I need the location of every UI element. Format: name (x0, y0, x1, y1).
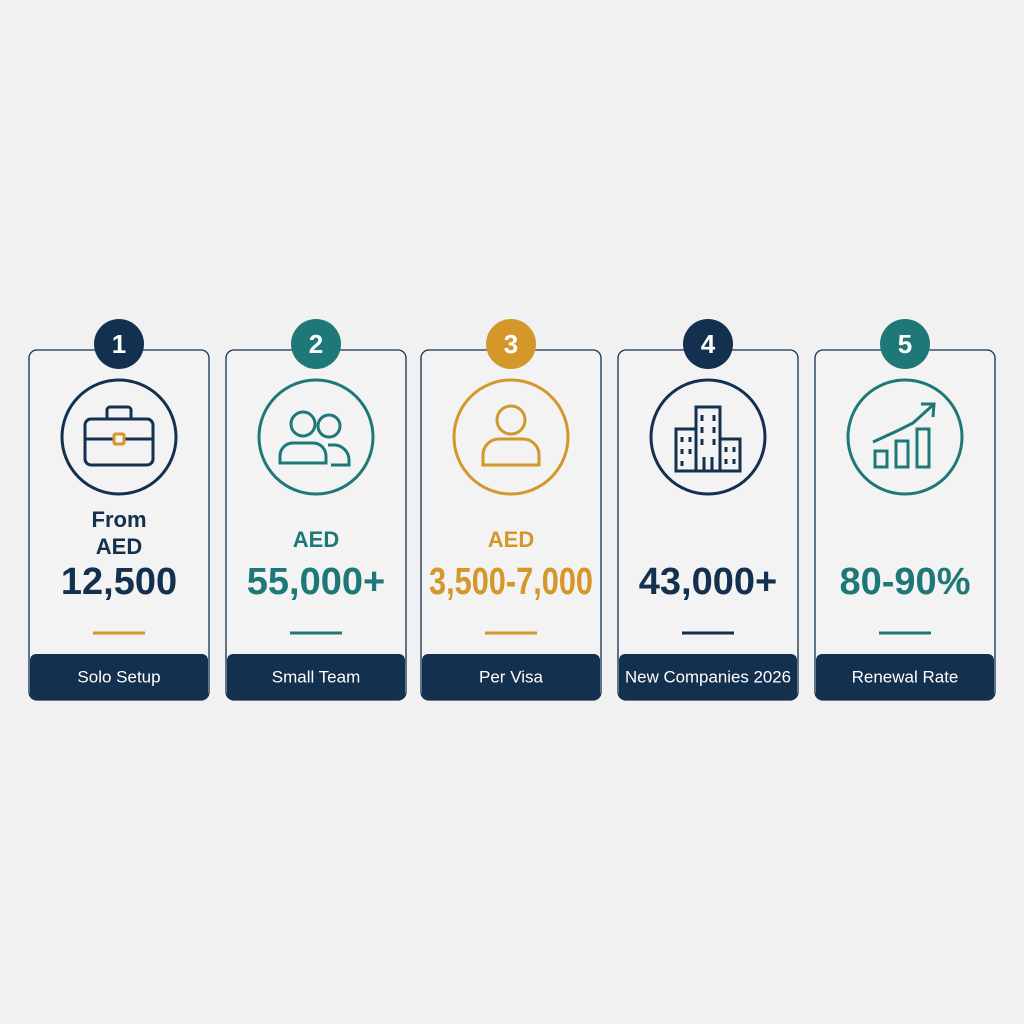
card-number: 2 (309, 329, 323, 359)
label-bar (816, 654, 994, 700)
card-frame (814, 349, 996, 701)
card-value: 43,000+ (639, 561, 777, 603)
card-value: 12,500 (61, 561, 177, 603)
icon-shape (495, 404, 527, 436)
icon (872, 402, 936, 469)
icon-ring (846, 378, 964, 496)
icon-shape (680, 415, 736, 473)
icon-shape (83, 417, 155, 467)
label-bar (227, 654, 405, 700)
card-frame (420, 349, 602, 701)
card-value: 3,500-7,000 (429, 561, 593, 603)
icon-shape (915, 427, 931, 469)
icon-shape (674, 427, 698, 473)
icon-shape (289, 410, 317, 438)
number-badge (880, 319, 930, 369)
icon-shape (873, 449, 889, 469)
card-label: Solo Setup (77, 667, 160, 686)
icon-ring (60, 378, 178, 496)
card-number: 4 (701, 329, 716, 359)
icon (481, 404, 541, 467)
icon-shape (316, 413, 342, 439)
card-label: Per Visa (479, 667, 543, 686)
card-frame (225, 349, 407, 701)
number-badge (486, 319, 536, 369)
card-label: Small Team (272, 667, 361, 686)
icon-ring (257, 378, 375, 496)
number-badge (291, 319, 341, 369)
value-prefix: AED (293, 527, 339, 552)
icon-shape (481, 437, 541, 467)
label-bar (422, 654, 600, 700)
icon (278, 410, 351, 467)
card-number: 3 (504, 329, 518, 359)
card: 4 43,000+ New Companies 2026 (617, 319, 799, 701)
icon (674, 405, 742, 473)
card-frame (617, 349, 799, 701)
value-prefix: AED (488, 527, 534, 552)
card-value: 55,000+ (247, 561, 385, 603)
card-number: 5 (898, 329, 912, 359)
number-badge (683, 319, 733, 369)
number-badge (94, 319, 144, 369)
card: 2 AED 55,000+ Small Team (225, 319, 407, 701)
icon-ring (452, 378, 570, 496)
card: 5 80-90% Renewal Rate (814, 319, 996, 701)
icon-shape (105, 405, 133, 419)
value-prefix: AED (96, 534, 142, 559)
icon-shape (872, 403, 935, 444)
label-bar (30, 654, 208, 700)
icon-shape (894, 439, 910, 469)
card-number: 1 (112, 329, 126, 359)
icon-shape (278, 441, 328, 465)
icon (83, 405, 155, 467)
card-label: New Companies 2026 (625, 667, 791, 686)
icon-shape (921, 402, 936, 418)
card: 3 AED 3,500-7,000 Per Visa (420, 319, 602, 701)
card-label: Renewal Rate (852, 667, 959, 686)
icon-shape (112, 432, 126, 446)
label-bar (619, 654, 797, 700)
icon-shape (718, 437, 742, 473)
value-prefix: From (92, 507, 147, 532)
icon-ring (649, 378, 767, 496)
icon-shape (328, 443, 351, 467)
card-value: 80-90% (840, 561, 971, 603)
